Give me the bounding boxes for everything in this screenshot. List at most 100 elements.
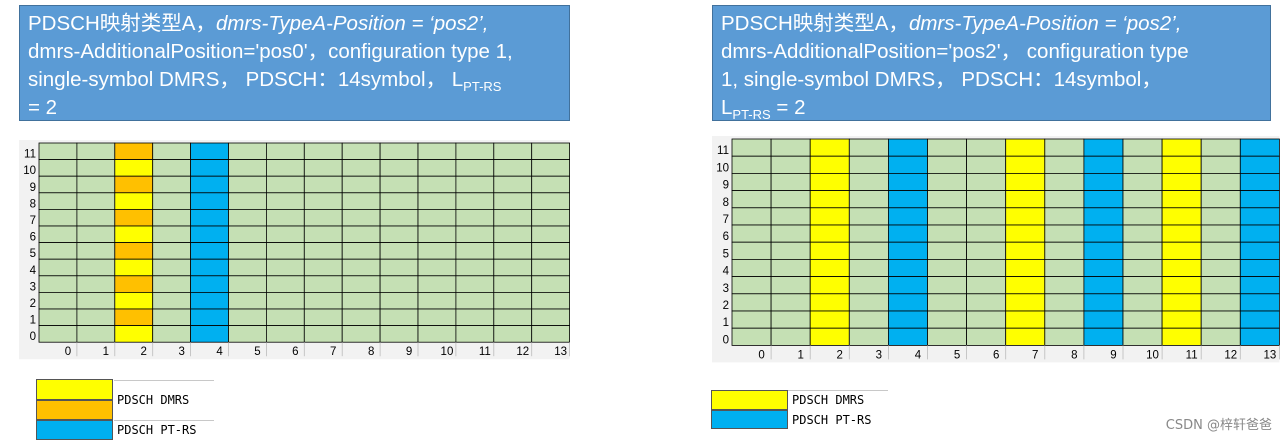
grid-cell	[809, 241, 850, 260]
grid-cell	[809, 327, 850, 346]
grid-cell	[1122, 207, 1163, 226]
grid-cell	[1005, 224, 1046, 243]
subcarrier-label: 1	[30, 315, 36, 327]
legend-item-dmrs-right: PDSCH DMRS	[711, 390, 871, 410]
left-title-line-4: = 2	[28, 96, 58, 119]
grid-cell	[1161, 241, 1202, 260]
legend-swatch-ptrs	[36, 420, 113, 440]
grid-cell	[966, 293, 1007, 312]
grid-cell	[1083, 327, 1124, 346]
symbol-label: 12	[1224, 349, 1237, 361]
left-title-box: PDSCH映射类型A，dmrs-TypeA-Position = ‘pos2’,…	[19, 5, 570, 121]
grid-cell	[966, 172, 1007, 191]
left-title-line-3: single-symbol DMRS， PDSCH：14symbol， LPT-…	[28, 68, 502, 94]
grid-cell	[927, 172, 967, 191]
grid-cell	[1161, 207, 1202, 226]
grid-cell	[1161, 276, 1202, 295]
subcarrier-label: 5	[723, 248, 729, 260]
grid-cell	[966, 276, 1007, 295]
grid-cell	[731, 293, 772, 312]
grid-cell	[1200, 258, 1241, 277]
grid-cell	[966, 190, 1007, 209]
grid-cell	[1044, 310, 1085, 329]
subcarrier-label: 10	[716, 162, 729, 174]
grid-cell	[1044, 276, 1085, 295]
symbol-label: 2	[837, 349, 843, 361]
grid-cell	[966, 310, 1007, 329]
grid-cell	[1122, 172, 1163, 191]
grid-cell	[1200, 190, 1241, 209]
grid-cell	[809, 310, 850, 329]
grid-cell	[1083, 310, 1124, 329]
grid-cell	[1083, 241, 1124, 260]
legend-item-dmrs-alt	[36, 400, 196, 420]
grid-cell	[731, 155, 772, 174]
grid-cell	[848, 155, 889, 174]
legend-item-ptrs-right: PDSCH PT-RS	[711, 410, 871, 429]
grid-cell	[1005, 138, 1046, 157]
grid-cell	[1239, 224, 1280, 243]
legend-label-ptrs-right: PDSCH PT-RS	[792, 412, 872, 427]
subcarrier-label: 3	[723, 283, 729, 295]
right-legend: PDSCH DMRS PDSCH PT-RS	[711, 390, 871, 429]
grid-cell	[1239, 207, 1280, 226]
symbol-label: 10	[1146, 349, 1159, 361]
grid-cell	[809, 155, 850, 174]
grid-cell	[809, 276, 850, 295]
grid-cell	[927, 327, 967, 346]
grid-cell	[770, 190, 811, 209]
grid-cell	[1083, 258, 1124, 277]
symbol-label: 7	[330, 346, 336, 358]
grid-cell	[1044, 155, 1085, 174]
symbol-label: 1	[797, 349, 803, 361]
grid-cell	[927, 224, 967, 243]
symbol-label: 0	[758, 349, 764, 361]
grid-cell	[1122, 327, 1163, 346]
grid-cell	[1005, 310, 1046, 329]
legend-label-dmrs: PDSCH DMRS	[117, 392, 190, 407]
grid-cell	[848, 258, 889, 277]
grid-cell	[888, 310, 928, 329]
grid-cell	[1005, 327, 1046, 346]
grid-cell	[966, 207, 1007, 226]
symbol-label: 3	[178, 346, 184, 358]
right-title-line-4: LPT-RS = 2	[721, 96, 806, 121]
grid-cell	[927, 258, 967, 277]
symbol-label: 12	[516, 346, 529, 358]
grid-cell	[927, 241, 967, 260]
symbol-label: 13	[554, 346, 567, 358]
grid-cell	[966, 155, 1007, 174]
grid-cell	[1044, 172, 1085, 191]
symbol-label: 5	[254, 346, 260, 358]
grid-cell	[1005, 276, 1046, 295]
grid-cell	[1122, 258, 1163, 277]
legend-item-dmrs: PDSCH DMRS	[36, 379, 196, 407]
grid-cell	[848, 172, 889, 191]
legend-swatch-ptrs-right	[711, 410, 788, 429]
grid-cell	[1005, 190, 1046, 209]
grid-cell	[731, 241, 772, 260]
left-legend-divider	[114, 380, 214, 381]
grid-cell	[1200, 310, 1241, 329]
grid-cell	[770, 241, 811, 260]
grid-cell	[1200, 293, 1241, 312]
legend-swatch-dmrs	[36, 379, 113, 400]
grid-cell	[1005, 258, 1046, 277]
left-title-line-1: PDSCH映射类型A，dmrs-TypeA-Position = ‘pos2’,	[28, 12, 489, 35]
grid-cell	[770, 155, 811, 174]
grid-cell	[966, 241, 1007, 260]
grid-cell	[809, 172, 850, 191]
grid-cell	[888, 138, 928, 157]
grid-cell	[888, 258, 928, 277]
symbol-label: 7	[1032, 349, 1038, 361]
grid-cell	[1044, 224, 1085, 243]
grid-cell	[1200, 241, 1241, 260]
subcarrier-label: 1	[723, 317, 729, 329]
grid-cell	[731, 138, 772, 157]
grid-cell	[1083, 190, 1124, 209]
grid-cell	[731, 276, 772, 295]
grid-cell	[1083, 138, 1124, 157]
grid-cell	[1122, 241, 1163, 260]
grid-cell	[770, 327, 811, 346]
